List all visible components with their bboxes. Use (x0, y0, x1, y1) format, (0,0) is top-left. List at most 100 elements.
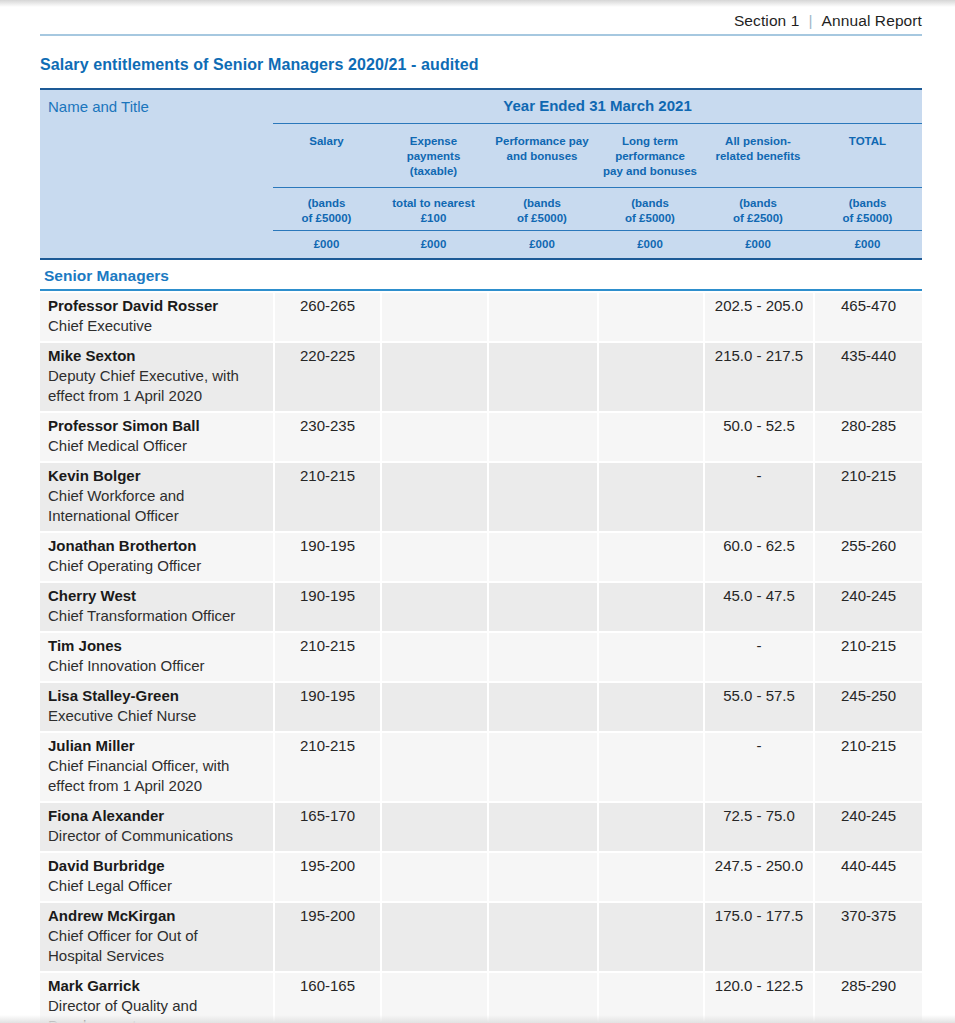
cell-total: 240-245 (813, 583, 922, 631)
breadcrumb-section: Section 1 (734, 12, 800, 29)
name-cell: Fiona Alexander Director of Communicatio… (40, 803, 273, 851)
cell-pension: 247.5 - 250.0 (703, 853, 813, 901)
name-cell: Julian Miller Chief Financial Officer, w… (40, 733, 273, 801)
cell-performance (487, 853, 597, 901)
cell-performance (487, 803, 597, 851)
manager-name: Mark Garrick (48, 976, 265, 996)
cell-expense (380, 343, 487, 411)
manager-name: David Burbridge (48, 856, 265, 876)
band-performance: (bands of £5000) (487, 188, 597, 230)
unit-expense: £000 (380, 231, 487, 258)
page-title: Salary entitlements of Senior Managers 2… (40, 56, 922, 74)
manager-name: Professor David Rosser (48, 296, 265, 316)
cell-performance (487, 343, 597, 411)
cell-performance (487, 533, 597, 581)
cell-performance (487, 293, 597, 341)
cell-expense (380, 533, 487, 581)
cell-longterm (597, 733, 703, 801)
breadcrumb-report: Annual Report (822, 12, 922, 29)
unit-total: £000 (813, 231, 922, 258)
cell-total: 210-215 (813, 463, 922, 531)
manager-title: Director of Communications (48, 826, 265, 846)
manager-title: Chief Legal Officer (48, 876, 265, 896)
cell-expense (380, 413, 487, 461)
cell-salary: 210-215 (273, 463, 380, 531)
cell-performance (487, 683, 597, 731)
cell-salary: 210-215 (273, 733, 380, 801)
cell-pension: 202.5 - 205.0 (703, 293, 813, 341)
name-cell: Mike Sexton Deputy Chief Executive, with… (40, 343, 273, 411)
cell-salary: 190-195 (273, 683, 380, 731)
manager-name: Fiona Alexander (48, 806, 265, 826)
name-cell: Tim Jones Chief Innovation Officer (40, 633, 273, 681)
cell-pension: 45.0 - 47.5 (703, 583, 813, 631)
cell-performance (487, 413, 597, 461)
cell-longterm (597, 343, 703, 411)
cell-expense (380, 463, 487, 531)
manager-name: Kevin Bolger (48, 466, 265, 486)
cell-expense (380, 633, 487, 681)
column-header-longterm: Long term performance pay and bonuses (597, 124, 703, 187)
cell-longterm (597, 463, 703, 531)
column-units-row: £000 £000 £000 £000 £000 £000 (273, 231, 922, 258)
column-header-expense: Expense payments (taxable) (380, 124, 487, 187)
column-labels-row: Salary Expense payments (taxable) Perfor… (273, 124, 922, 188)
cell-pension: 215.0 - 217.5 (703, 343, 813, 411)
cell-salary: 220-225 (273, 343, 380, 411)
manager-title: Chief Executive (48, 316, 265, 336)
cell-longterm (597, 803, 703, 851)
salary-table: Name and Title Year Ended 31 March 2021 … (40, 88, 922, 1023)
name-cell: Cherry West Chief Transformation Officer (40, 583, 273, 631)
column-header-salary: Salary (273, 124, 380, 187)
name-and-title-header: Name and Title (40, 90, 273, 258)
manager-name: Professor Simon Ball (48, 416, 265, 436)
table-body: Professor David Rosser Chief Executive 2… (40, 293, 922, 1023)
cell-pension: - (703, 733, 813, 801)
table-header-right: Year Ended 31 March 2021 Salary Expense … (273, 90, 922, 258)
table-row: Lisa Stalley-Green Executive Chief Nurse… (40, 683, 922, 731)
band-expense: total to nearest £100 (380, 188, 487, 230)
section-header-senior-managers: Senior Managers (40, 260, 922, 291)
page-top-edge (0, 0, 955, 7)
manager-name: Lisa Stalley-Green (48, 686, 265, 706)
cell-performance (487, 463, 597, 531)
cell-salary: 165-170 (273, 803, 380, 851)
year-ended-header: Year Ended 31 March 2021 (273, 90, 922, 124)
manager-name: Mike Sexton (48, 346, 265, 366)
manager-name: Andrew McKirgan (48, 906, 265, 926)
unit-longterm: £000 (597, 231, 703, 258)
column-header-performance: Performance pay and bonuses (487, 124, 597, 187)
manager-title: Chief Transformation Officer (48, 606, 265, 626)
table-row: Andrew McKirgan Chief Officer for Out of… (40, 903, 922, 971)
manager-name: Jonathan Brotherton (48, 536, 265, 556)
manager-name: Tim Jones (48, 636, 265, 656)
table-row: Tim Jones Chief Innovation Officer 210-2… (40, 633, 922, 681)
cell-longterm (597, 633, 703, 681)
cell-salary: 195-200 (273, 853, 380, 901)
manager-title: Chief Medical Officer (48, 436, 265, 456)
cell-performance (487, 903, 597, 971)
unit-pension: £000 (703, 231, 813, 258)
name-cell: Professor David Rosser Chief Executive (40, 293, 273, 341)
manager-title: Chief Operating Officer (48, 556, 265, 576)
table-row: Professor Simon Ball Chief Medical Offic… (40, 413, 922, 461)
cell-salary: 190-195 (273, 583, 380, 631)
cell-pension: 55.0 - 57.5 (703, 683, 813, 731)
table-row: Julian Miller Chief Financial Officer, w… (40, 733, 922, 801)
cell-longterm (597, 413, 703, 461)
column-header-total: TOTAL (813, 124, 922, 187)
table-header: Name and Title Year Ended 31 March 2021 … (40, 88, 922, 260)
cell-salary: 210-215 (273, 633, 380, 681)
cell-salary: 190-195 (273, 533, 380, 581)
cell-total: 435-440 (813, 343, 922, 411)
band-pension: (bands of £2500) (703, 188, 813, 230)
table-row: Kevin Bolger Chief Workforce and Interna… (40, 463, 922, 531)
cell-salary: 230-235 (273, 413, 380, 461)
cell-total: 240-245 (813, 803, 922, 851)
header-rule (40, 34, 922, 36)
cell-total: 280-285 (813, 413, 922, 461)
cell-salary: 195-200 (273, 903, 380, 971)
table-row: Fiona Alexander Director of Communicatio… (40, 803, 922, 851)
manager-title: Chief Financial Officer, with effect fro… (48, 756, 265, 796)
name-cell: Jonathan Brotherton Chief Operating Offi… (40, 533, 273, 581)
